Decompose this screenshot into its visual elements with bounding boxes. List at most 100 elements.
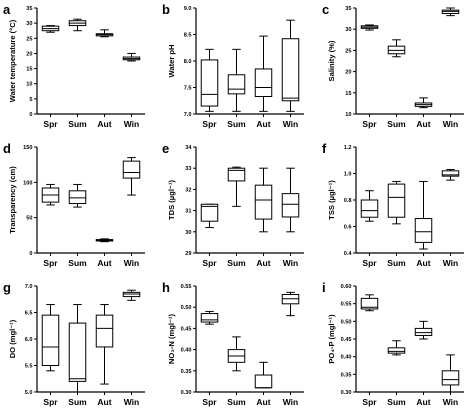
panel-g: g DO (mgl⁻¹) 5.0 5.5 6.0 6.5 7.0 Spr Sum Aut Win: [3, 280, 145, 407]
box-sum: [227, 166, 246, 207]
y-tick-label: 0.30: [341, 390, 352, 396]
x-tick-label: Aut: [97, 258, 111, 268]
y-tick-label: 1.2: [344, 145, 352, 151]
x-tick-label: Sum: [227, 119, 246, 129]
x-tick-label: Spr: [43, 258, 58, 268]
y-tick-label: 6.5: [25, 311, 33, 317]
y-tick-label: 30: [185, 230, 191, 236]
iqr-box: [68, 322, 87, 382]
box-sum: [68, 183, 87, 208]
box-spr: [200, 310, 219, 325]
box-aut: [254, 167, 273, 233]
box-win: [281, 19, 300, 112]
y-tick-label: 7.5: [184, 86, 192, 92]
y-tick-label: 6.0: [25, 337, 33, 343]
x-tick-label: Win: [283, 119, 299, 129]
x-tick-label: Aut: [416, 397, 430, 407]
panel-letter: d: [3, 141, 11, 156]
y-axis-label: Transparency (cm): [8, 166, 17, 234]
box-sum: [387, 39, 406, 58]
panel-letter: b: [162, 2, 170, 17]
box-sum: [68, 18, 87, 32]
y-tick-label: 20: [26, 51, 32, 57]
x-tick-label: Spr: [202, 258, 217, 268]
iqr-box: [360, 199, 379, 218]
x-tick-label: Aut: [416, 119, 430, 129]
y-tick-label: 100: [23, 180, 32, 186]
box-spr: [200, 48, 219, 112]
y-tick-label: 5.5: [25, 364, 33, 370]
y-tick-label: 29: [185, 251, 191, 257]
y-tick-label: 32: [185, 187, 191, 193]
y-tick-label: 0.50: [341, 319, 352, 325]
box-aut: [414, 97, 433, 109]
iqr-box: [95, 314, 114, 348]
iqr-box: [41, 314, 60, 366]
y-tick-label: 0.35: [341, 372, 352, 378]
y-tick-label: 35: [26, 6, 32, 12]
box-aut: [254, 35, 273, 112]
x-tick-label: Spr: [202, 397, 217, 407]
panel-c: c Salinity (%) 10 15 20 25 30 35 Spr Sum Aut Win: [322, 2, 464, 129]
y-tick-label: 30: [345, 27, 351, 33]
y-tick-label: 25: [345, 48, 351, 54]
box-aut: [95, 29, 114, 38]
x-tick-label: Spr: [362, 258, 377, 268]
x-tick-label: Spr: [43, 119, 58, 129]
panel-letter: a: [3, 2, 11, 17]
iqr-box: [254, 68, 273, 98]
iqr-box: [200, 59, 219, 107]
box-sum: [387, 180, 406, 225]
box-win: [122, 289, 141, 301]
y-axis-label: TDS (µgl⁻¹): [167, 180, 176, 220]
iqr-box: [122, 291, 141, 298]
y-tick-label: 15: [26, 67, 32, 73]
box-win: [441, 354, 460, 393]
y-tick-label: 8.0: [184, 59, 192, 65]
panel-letter: f: [322, 141, 327, 156]
x-tick-label: Aut: [97, 119, 111, 129]
iqr-box: [227, 167, 246, 182]
y-axis-label: PO₄-P (mgl⁻¹): [327, 314, 336, 364]
x-tick-label: Win: [124, 258, 140, 268]
iqr-box: [441, 370, 460, 386]
y-tick-label: 5.0: [25, 390, 33, 396]
y-tick-label: 0.40: [181, 348, 192, 354]
x-tick-label: Sum: [68, 258, 87, 268]
y-tick-label: 0.30: [181, 390, 192, 396]
box-aut: [95, 304, 114, 385]
y-tick-label: 0.60: [341, 284, 352, 290]
y-tick-label: 0.6: [344, 225, 352, 231]
iqr-box: [414, 218, 433, 243]
x-tick-label: Sum: [227, 258, 246, 268]
y-axis-label: DO (mgl⁻¹): [8, 319, 17, 358]
iqr-box: [281, 193, 300, 218]
y-tick-label: 7.0: [184, 112, 192, 118]
box-win: [122, 157, 141, 196]
box-aut: [95, 238, 114, 243]
x-tick-label: Sum: [68, 119, 87, 129]
panel-letter: i: [322, 280, 326, 295]
y-tick-label: 33: [185, 166, 191, 172]
box-sum: [227, 48, 246, 112]
x-tick-label: Win: [443, 258, 459, 268]
x-tick-label: Win: [124, 119, 140, 129]
y-tick-label: 20: [345, 70, 351, 76]
y-axis-label: Water temperature (°C): [8, 19, 17, 102]
y-tick-label: 9.0: [184, 6, 192, 12]
y-tick-label: 1.0: [344, 172, 352, 178]
iqr-box: [254, 184, 273, 220]
y-tick-label: 0: [29, 251, 32, 257]
y-tick-label: 0.55: [341, 302, 352, 308]
box-spr: [41, 25, 60, 33]
box-sum: [68, 304, 87, 393]
y-tick-label: 0.4: [344, 251, 353, 257]
box-spr: [360, 190, 379, 222]
x-tick-label: Spr: [362, 119, 377, 129]
panel-e: e TDS (µgl⁻¹) 29 30 31 32 33 34 Spr Sum Aut Win: [162, 141, 304, 268]
iqr-box: [360, 297, 379, 310]
box-sum: [227, 336, 246, 372]
y-tick-label: 0.50: [181, 305, 192, 311]
iqr-box: [387, 347, 406, 354]
x-tick-label: Aut: [97, 397, 111, 407]
